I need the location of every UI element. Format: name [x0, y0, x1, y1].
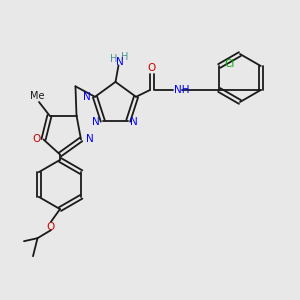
- Text: N: N: [86, 134, 94, 145]
- Text: Me: Me: [30, 91, 45, 101]
- Text: O: O: [33, 134, 41, 145]
- Text: N: N: [92, 118, 100, 128]
- Text: H: H: [110, 54, 118, 64]
- Text: N: N: [83, 92, 91, 102]
- Text: Cl: Cl: [224, 59, 235, 70]
- Text: NH: NH: [174, 85, 189, 95]
- Text: H: H: [122, 52, 129, 62]
- Text: N: N: [130, 118, 137, 128]
- Text: N: N: [116, 57, 124, 68]
- Text: O: O: [148, 63, 156, 74]
- Text: O: O: [46, 222, 55, 232]
